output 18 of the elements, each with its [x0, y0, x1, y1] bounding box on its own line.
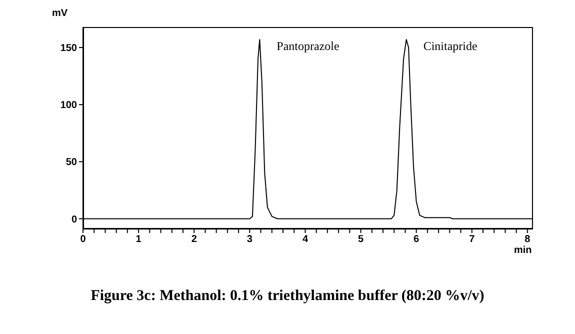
y-tick-label: 100: [60, 100, 78, 112]
x-tick-label: 4: [302, 234, 308, 246]
annotation: Cinitapride: [423, 38, 478, 53]
x-tick-label: 3: [246, 234, 253, 246]
y-tick-label: 150: [60, 43, 78, 54]
y-axis-title: mV: [52, 8, 68, 19]
annotation: Pantoprazole: [276, 38, 340, 53]
y-tick-label: 0: [71, 214, 78, 226]
y-tick-label: 50: [66, 157, 78, 168]
x-tick-label: 8: [524, 234, 531, 246]
x-tick-label: 0: [80, 234, 86, 246]
x-tick-label: 5: [358, 234, 364, 246]
x-tick-label: 2: [191, 234, 198, 246]
x-tick-label: 7: [469, 234, 476, 246]
x-tick-label: 6: [414, 234, 420, 246]
x-tick-label: 1: [136, 234, 142, 246]
x-axis-title: min: [514, 245, 532, 256]
text: Figure 3c: Methanol: 0.1% triethylamine buffer (80:20 %v/v): [90, 288, 486, 305]
